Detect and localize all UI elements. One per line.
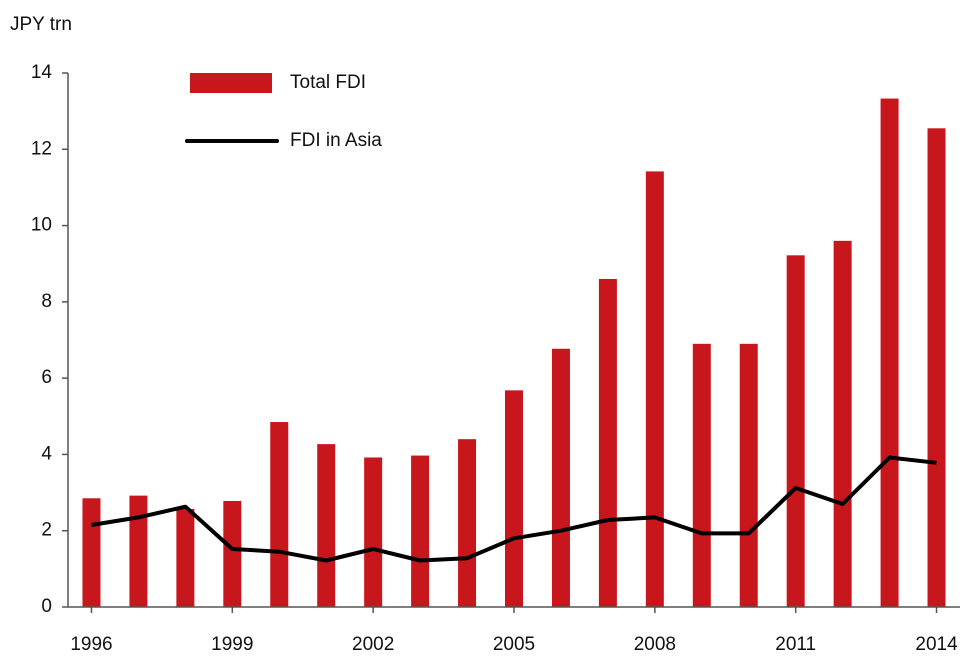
x-tick-label: 2002 (352, 634, 394, 655)
y-tick-label: 8 (41, 291, 52, 312)
bar (551, 348, 570, 607)
bar (739, 343, 758, 607)
y-tick-label: 14 (31, 62, 53, 83)
bar (129, 495, 148, 607)
bar (692, 343, 711, 607)
bar (176, 508, 195, 607)
bar (505, 390, 523, 607)
legend-label: FDI in Asia (290, 130, 382, 151)
bar (364, 457, 383, 607)
bar (880, 98, 899, 607)
bar (598, 278, 617, 607)
bar (927, 128, 946, 608)
y-axis-unit: JPY trn (10, 14, 72, 35)
x-tick-label: 2011 (775, 634, 816, 655)
bar (458, 439, 477, 607)
bar (82, 498, 101, 607)
x-tick-label: 1996 (70, 634, 112, 655)
bar (645, 171, 664, 607)
bar (833, 240, 852, 608)
x-tick-label: 1999 (211, 634, 253, 655)
y-tick-label: 4 (41, 443, 52, 464)
bar (223, 500, 242, 607)
line (91, 455, 937, 563)
bar (411, 455, 430, 607)
legend-swatch (190, 73, 272, 93)
bar (317, 444, 336, 607)
bar (270, 422, 289, 607)
legend-label: Total FDI (290, 72, 366, 93)
y-tick-label: 10 (31, 215, 52, 236)
x-tick-label: 2014 (915, 634, 958, 655)
y-tick-label: 6 (41, 367, 52, 388)
x-tick-label: 2008 (634, 634, 676, 655)
y-tick-label: 2 (41, 520, 52, 541)
y-tick-label: 12 (31, 138, 52, 159)
y-tick-label: 0 (41, 596, 52, 617)
x-tick-label: 2005 (493, 634, 535, 655)
bar (786, 255, 805, 607)
